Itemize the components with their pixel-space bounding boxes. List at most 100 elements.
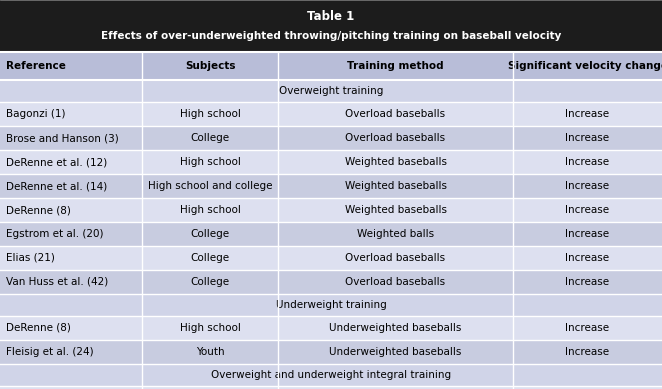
Text: Weighted baseballs: Weighted baseballs — [344, 205, 447, 215]
Text: Underweighted baseballs: Underweighted baseballs — [330, 347, 461, 357]
Bar — [513, 222, 662, 246]
Bar — [513, 246, 662, 270]
Bar — [0, 246, 142, 270]
Text: High school and college: High school and college — [148, 181, 273, 191]
Bar — [278, 246, 513, 270]
Bar — [0, 294, 662, 316]
Bar — [513, 386, 662, 389]
Bar — [278, 198, 513, 222]
Text: Reference: Reference — [6, 61, 66, 71]
Bar — [278, 222, 513, 246]
Text: Increase: Increase — [565, 181, 610, 191]
Text: DeRenne (8): DeRenne (8) — [6, 323, 71, 333]
Text: Increase: Increase — [565, 253, 610, 263]
Bar — [142, 150, 278, 174]
Bar — [142, 102, 278, 126]
Bar — [278, 340, 513, 364]
Text: College: College — [191, 133, 230, 143]
Text: Elias (21): Elias (21) — [6, 253, 55, 263]
Bar — [513, 150, 662, 174]
Bar — [142, 52, 278, 80]
Bar — [142, 340, 278, 364]
Bar — [278, 316, 513, 340]
Text: Subjects: Subjects — [185, 61, 236, 71]
Text: DeRenne et al. (14): DeRenne et al. (14) — [6, 181, 107, 191]
Text: Van Huss et al. (42): Van Huss et al. (42) — [6, 277, 109, 287]
Bar — [0, 364, 662, 386]
Bar — [278, 270, 513, 294]
Bar — [0, 126, 142, 150]
Text: Significant velocity change: Significant velocity change — [508, 61, 662, 71]
Bar — [278, 52, 513, 80]
Text: Weighted baseballs: Weighted baseballs — [344, 157, 447, 167]
Text: Increase: Increase — [565, 205, 610, 215]
Bar — [142, 222, 278, 246]
Bar — [278, 102, 513, 126]
Text: Overweight training: Overweight training — [279, 86, 383, 96]
Text: Table 1: Table 1 — [307, 10, 355, 23]
Text: Increase: Increase — [565, 347, 610, 357]
Bar — [513, 198, 662, 222]
Bar — [513, 270, 662, 294]
Text: Increase: Increase — [565, 323, 610, 333]
Text: Overweight and underweight integral training: Overweight and underweight integral trai… — [211, 370, 451, 380]
Bar — [142, 198, 278, 222]
Text: Bagonzi (1): Bagonzi (1) — [6, 109, 66, 119]
Text: Effects of over-underweighted throwing/pitching training on baseball velocity: Effects of over-underweighted throwing/p… — [101, 32, 561, 41]
Bar — [0, 386, 142, 389]
Bar — [142, 386, 278, 389]
Text: Training method: Training method — [348, 61, 444, 71]
Text: Increase: Increase — [565, 109, 610, 119]
Bar — [142, 126, 278, 150]
Text: College: College — [191, 277, 230, 287]
Bar — [0, 270, 142, 294]
Text: Underweighted baseballs: Underweighted baseballs — [330, 323, 461, 333]
Bar — [0, 80, 662, 102]
Bar — [278, 126, 513, 150]
Bar — [142, 316, 278, 340]
Bar — [0, 150, 142, 174]
Text: DeRenne et al. (12): DeRenne et al. (12) — [6, 157, 107, 167]
Bar — [513, 340, 662, 364]
Text: High school: High school — [180, 157, 240, 167]
Bar — [0, 198, 142, 222]
Text: DeRenne (8): DeRenne (8) — [6, 205, 71, 215]
Text: Egstrom et al. (20): Egstrom et al. (20) — [6, 229, 103, 239]
Text: Underweight training: Underweight training — [275, 300, 387, 310]
Text: Brose and Hanson (3): Brose and Hanson (3) — [6, 133, 118, 143]
Bar — [513, 102, 662, 126]
Bar — [0, 222, 142, 246]
Bar — [0, 316, 142, 340]
Bar — [142, 270, 278, 294]
Bar — [513, 126, 662, 150]
Text: Increase: Increase — [565, 133, 610, 143]
Bar — [0, 52, 142, 80]
Text: Increase: Increase — [565, 157, 610, 167]
Text: High school: High school — [180, 205, 240, 215]
Text: Overload baseballs: Overload baseballs — [346, 277, 446, 287]
Text: Weighted balls: Weighted balls — [357, 229, 434, 239]
Text: College: College — [191, 253, 230, 263]
Text: Increase: Increase — [565, 229, 610, 239]
Text: College: College — [191, 229, 230, 239]
Bar — [0, 0, 662, 52]
Bar — [0, 174, 142, 198]
Text: High school: High school — [180, 323, 240, 333]
Text: Weighted baseballs: Weighted baseballs — [344, 181, 447, 191]
Bar — [278, 174, 513, 198]
Text: Overload baseballs: Overload baseballs — [346, 109, 446, 119]
Bar — [278, 386, 513, 389]
Bar — [513, 174, 662, 198]
Bar — [0, 102, 142, 126]
Text: Overload baseballs: Overload baseballs — [346, 133, 446, 143]
Bar — [142, 174, 278, 198]
Bar — [278, 150, 513, 174]
Bar — [142, 246, 278, 270]
Bar — [513, 316, 662, 340]
Text: Fleisig et al. (24): Fleisig et al. (24) — [6, 347, 93, 357]
Text: Overload baseballs: Overload baseballs — [346, 253, 446, 263]
Text: High school: High school — [180, 109, 240, 119]
Text: Youth: Youth — [196, 347, 224, 357]
Bar — [513, 52, 662, 80]
Text: Increase: Increase — [565, 277, 610, 287]
